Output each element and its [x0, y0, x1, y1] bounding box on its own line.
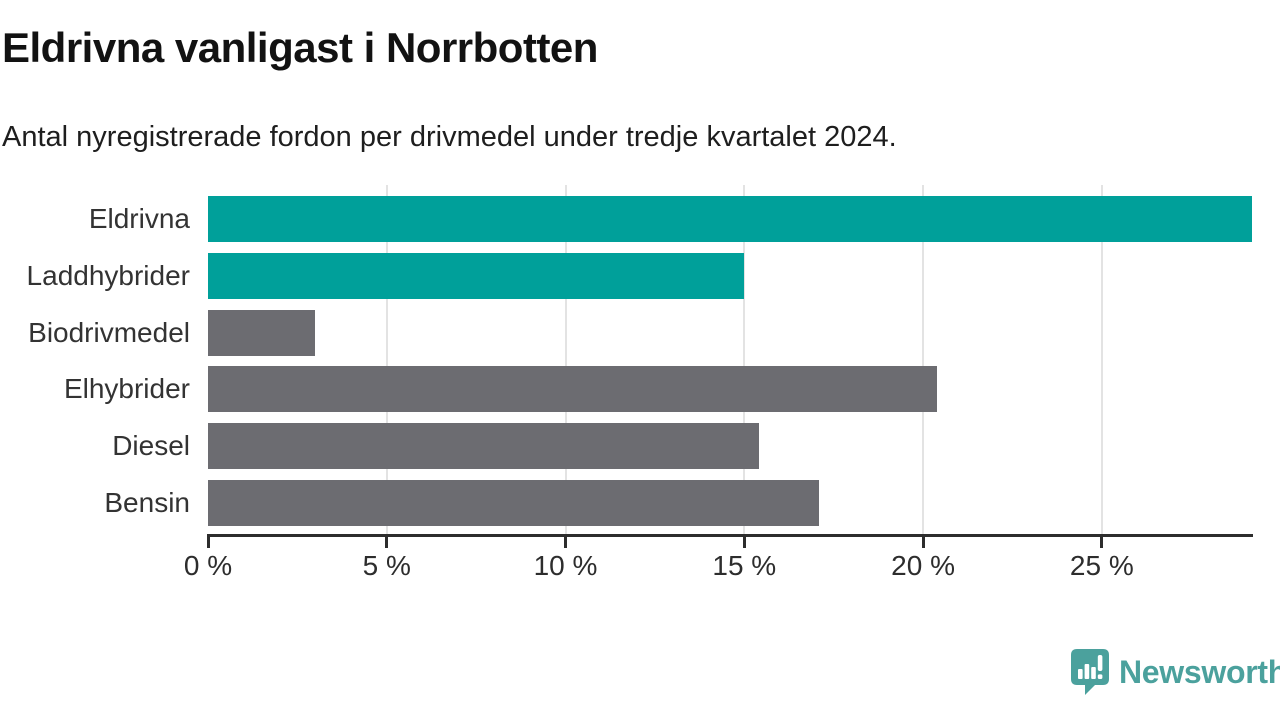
axis-tick-label-0: 0 %	[183, 550, 233, 581]
axis-tick-label-20: 20 %	[891, 550, 955, 581]
axis-tick-20	[921, 534, 925, 548]
gridline-10	[564, 185, 567, 534]
bar-chart: Eldrivna Laddhybrider Biodrivmedel Elhybrid…	[26, 185, 1253, 581]
bar-biodrivmedel	[208, 310, 316, 356]
gridline-25	[1100, 185, 1103, 534]
gridline-20	[922, 185, 925, 534]
axis-tick-label-25: 25 %	[1069, 550, 1134, 581]
category-label-laddhybrider: Laddhybrider	[26, 260, 190, 291]
bar-eldrivna	[208, 196, 1252, 242]
gridline-15	[743, 185, 746, 534]
axis-tick-label-10: 10 %	[533, 550, 598, 581]
bar-elhybrider	[208, 366, 938, 412]
category-label-diesel: Diesel	[112, 430, 190, 461]
axis-tick-label-5: 5 %	[362, 550, 411, 581]
newsworthy-logo-icon	[1071, 649, 1109, 695]
newsworthy-brand-text: Newsworthy	[1119, 653, 1280, 690]
bar-bensin	[208, 480, 820, 526]
axis-tick-0	[206, 534, 210, 548]
axis-tick-25	[1100, 534, 1104, 548]
bar-laddhybrider	[208, 253, 745, 299]
chart-subtitle: Antal nyregistrerade fordon per drivmede…	[2, 121, 897, 153]
newsworthy-logo: Newsworthy	[1070, 648, 1280, 696]
axis-tick-label-15: 15 %	[712, 550, 777, 581]
axis-tick-10	[564, 534, 568, 548]
bar-diesel	[208, 423, 759, 469]
category-label-elhybrider: Elhybrider	[63, 373, 190, 404]
chart-title: Eldrivna vanligast i Norrbotten	[2, 24, 598, 71]
gridline-5	[385, 185, 388, 534]
axis-tick-15	[742, 534, 746, 548]
category-label-bensin: Bensin	[104, 487, 190, 518]
category-label-eldrivna: Eldrivna	[88, 203, 190, 234]
x-axis-line	[207, 534, 1253, 537]
axis-tick-5	[385, 534, 389, 548]
category-label-biodrivmedel: Biodrivmedel	[28, 317, 190, 348]
